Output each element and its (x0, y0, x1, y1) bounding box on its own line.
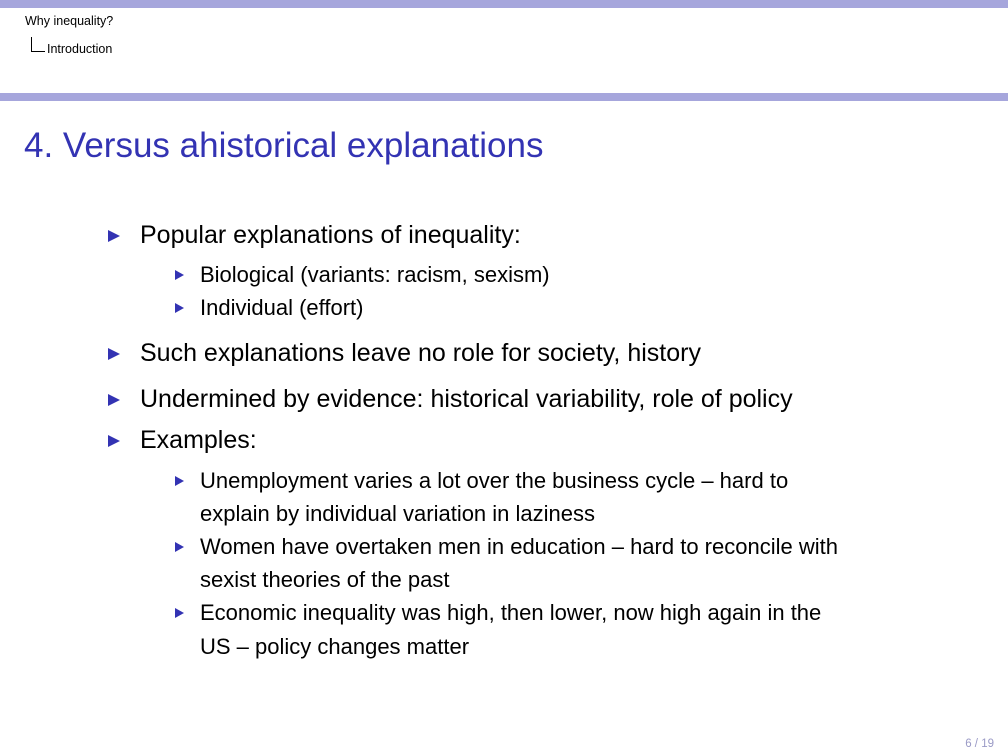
bullet-item: Examples: (140, 426, 257, 454)
page-number: 6 / 19 (965, 738, 994, 750)
breadcrumb-section: Why inequality? (25, 14, 114, 28)
sub-bullet-marker-icon (175, 608, 184, 618)
bullet-item: Such explanations leave no role for soci… (140, 339, 701, 367)
slide-title: 4. Versus ahistorical explanations (24, 126, 544, 165)
bullet-marker-icon (108, 348, 120, 360)
bullet-marker-icon (108, 394, 120, 406)
sub-bullet-item: Individual (effort) (200, 295, 364, 320)
bullet-item: Popular explanations of inequality: (140, 221, 521, 249)
sub-bullet-item-line: US – policy changes matter (200, 634, 470, 659)
sub-bullet-marker-icon (175, 542, 184, 552)
breadcrumb-subsection: Introduction (47, 42, 113, 56)
sub-bullet-item-line: Women have overtaken men in education – … (200, 534, 838, 559)
sub-bullet-item-line: Economic inequality was high, then lower… (200, 600, 822, 625)
bullet-marker-icon (108, 230, 120, 242)
sub-bullet-item-line: explain by individual variation in lazin… (200, 501, 596, 526)
top-header-bar (0, 0, 1008, 8)
sub-bullet-marker-icon (175, 303, 184, 313)
sub-bullet-item-line: Unemployment varies a lot over the busin… (200, 468, 789, 493)
bullet-item: Undermined by evidence: historical varia… (140, 385, 793, 413)
sub-bullet-item: Biological (variants: racism, sexism) (200, 262, 550, 287)
sub-bullet-marker-icon (175, 476, 184, 486)
header-divider-bar (0, 93, 1008, 101)
bullet-marker-icon (108, 435, 120, 447)
sub-bullet-item-line: sexist theories of the past (200, 567, 450, 592)
sub-bullet-marker-icon (175, 270, 184, 280)
breadcrumb-tree-connector (31, 37, 45, 52)
